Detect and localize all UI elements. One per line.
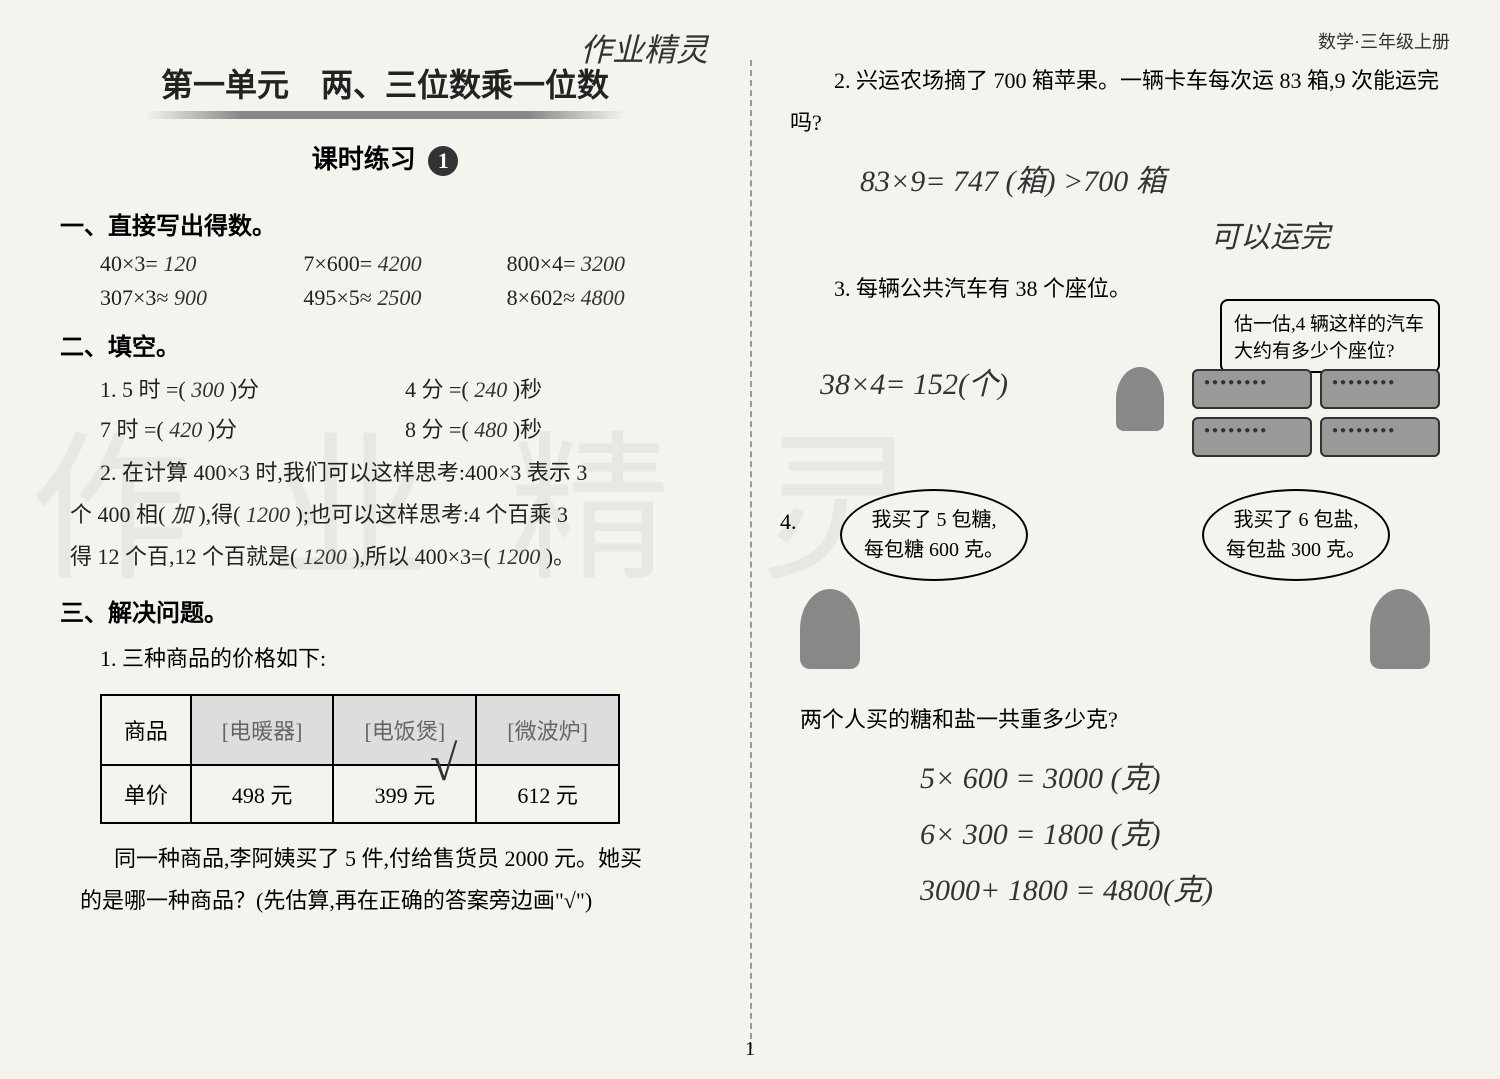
kid-icon-girl (1370, 589, 1430, 669)
q2-answer-1: 83×9= 747 (箱) >700 箱 (860, 156, 1450, 200)
s2-p2-l2: 个 400 相( 加 ),得( 1200 );也可以这样思考:4 个百乘 3 (70, 494, 710, 536)
q3-area: 估一估,4 辆这样的汽车大约有多少个座位? 38×4= 152(个) (800, 309, 1450, 479)
s1-row2: 307×3≈ 900 495×5≈ 2500 8×602≈ 4800 (100, 285, 710, 311)
section-3-title: 三、解决问题。 (60, 593, 710, 628)
th-price: 单价 (101, 765, 191, 823)
s2-l2-left: 7 时 =( 420 )分 (100, 412, 405, 444)
s1-r2c2: 495×5≈ 2500 (303, 285, 506, 311)
unit-underline (145, 111, 625, 119)
lesson-number: 1 (428, 146, 458, 176)
price-1: 498 元 (191, 765, 334, 823)
s2-p2-l1: 2. 在计算 400×3 时,我们可以这样思考:400×3 表示 3 (70, 452, 710, 494)
s1-r2c1: 307×3≈ 900 (100, 285, 303, 311)
lesson-label: 课时练习 (312, 145, 416, 174)
product-img-3: [微波炉] (476, 695, 619, 765)
section-1-title: 一、直接写出得数。 (60, 206, 710, 241)
q2-answer-2: 可以运完 (860, 212, 1330, 256)
q4-answer-1: 5× 600 = 3000 (克) (920, 753, 1450, 797)
right-column: 2. 兴运农场摘了 700 箱苹果。一辆卡车每次运 83 箱,9 次能运完吗? … (750, 0, 1500, 1079)
q4-s2-l2: 每包盐 300 克。 (1226, 539, 1366, 561)
s2-line2: 7 时 =( 420 )分 8 分 =( 480 )秒 (100, 412, 710, 444)
s1-r1c3: 800×4= 3200 (507, 251, 710, 277)
q1-title: 1. 三种商品的价格如下: (100, 638, 710, 680)
q3-answer: 38×4= 152(个) (820, 359, 1008, 403)
q4-area: 4. 我买了 5 包糖, 每包糖 600 克。 我买了 6 包盐, 每包盐 30… (780, 489, 1450, 689)
price-table-wrap: 商品 [电暖器] [电饭煲] [微波炉] 单价 498 元 399 元 612 … (60, 694, 710, 824)
q4-speech-2: 我买了 6 包盐, 每包盐 300 克。 (1202, 489, 1390, 581)
s2-l1-right: 4 分 =( 240 )秒 (405, 372, 710, 404)
q4-s2-l1: 我买了 6 包盐, (1234, 509, 1359, 531)
s1-row1: 40×3= 120 7×600= 4200 800×4= 3200 (100, 251, 710, 277)
s1-r1c1: 40×3= 120 (100, 251, 303, 277)
price-3: 612 元 (476, 765, 619, 823)
q4-number: 4. (780, 509, 797, 535)
checkmark-icon: √ (430, 734, 457, 792)
bus-icon (1320, 369, 1440, 409)
q1-text-l1: 同一种商品,李阿姨买了 5 件,付给售货员 2000 元。她买 (70, 838, 710, 880)
s2-l1-left: 1. 5 时 =( 300 )分 (100, 372, 405, 404)
q4-answer-3: 3000+ 1800 = 4800(克) (920, 865, 1450, 909)
q1-text-l2: 的是哪一种商品？(先估算,再在正确的答案旁边画"√") (80, 880, 710, 922)
unit-title: 第一单元 两、三位数乘一位数 (60, 60, 710, 106)
s2-l2-right: 8 分 =( 480 )秒 (405, 412, 710, 444)
bus-icon (1192, 369, 1312, 409)
q4-s1-l2: 每包糖 600 克。 (864, 539, 1004, 561)
page: 作业精灵 数学·三年级上册 作业精 灵 第一单元 两、三位数乘一位数 课时练习 … (0, 0, 1500, 1079)
bus-icon (1320, 417, 1440, 457)
s1-r2c3: 8×602≈ 4800 (507, 285, 710, 311)
q3-bubble: 估一估,4 辆这样的汽车大约有多少个座位? (1220, 299, 1440, 373)
q4-text: 两个人买的糖和盐一共重多少克? (800, 699, 1450, 741)
product-img-1: [电暖器] (191, 695, 334, 765)
price-table: 商品 [电暖器] [电饭煲] [微波炉] 单价 498 元 399 元 612 … (100, 694, 620, 824)
section-2-title: 二、填空。 (60, 327, 710, 362)
q4-answer-2: 6× 300 = 1800 (克) (920, 809, 1450, 853)
s2-line1: 1. 5 时 =( 300 )分 4 分 =( 240 )秒 (100, 372, 710, 404)
lesson-title: 课时练习 1 (60, 139, 710, 176)
q4-s1-l1: 我买了 5 包糖, (872, 509, 997, 531)
page-number: 1 (745, 1038, 755, 1061)
kid-icon-1 (1116, 367, 1164, 431)
q2-text: 2. 兴运农场摘了 700 箱苹果。一辆卡车每次运 83 箱,9 次能运完吗? (790, 60, 1450, 144)
bus-icon (1192, 417, 1312, 457)
s2-p2-l3: 得 12 个百,12 个百就是( 1200 ),所以 400×3=( 1200 … (70, 536, 710, 578)
th-product: 商品 (101, 695, 191, 765)
q4-speech-1: 我买了 5 包糖, 每包糖 600 克。 (840, 489, 1028, 581)
table-row-img: 商品 [电暖器] [电饭煲] [微波炉] (101, 695, 619, 765)
table-row-price: 单价 498 元 399 元 612 元 (101, 765, 619, 823)
bus-group (1192, 369, 1440, 457)
s1-r1c2: 7×600= 4200 (303, 251, 506, 277)
kid-icon-boy (800, 589, 860, 669)
left-column: 第一单元 两、三位数乘一位数 课时练习 1 一、直接写出得数。 40×3= 12… (0, 0, 750, 1079)
